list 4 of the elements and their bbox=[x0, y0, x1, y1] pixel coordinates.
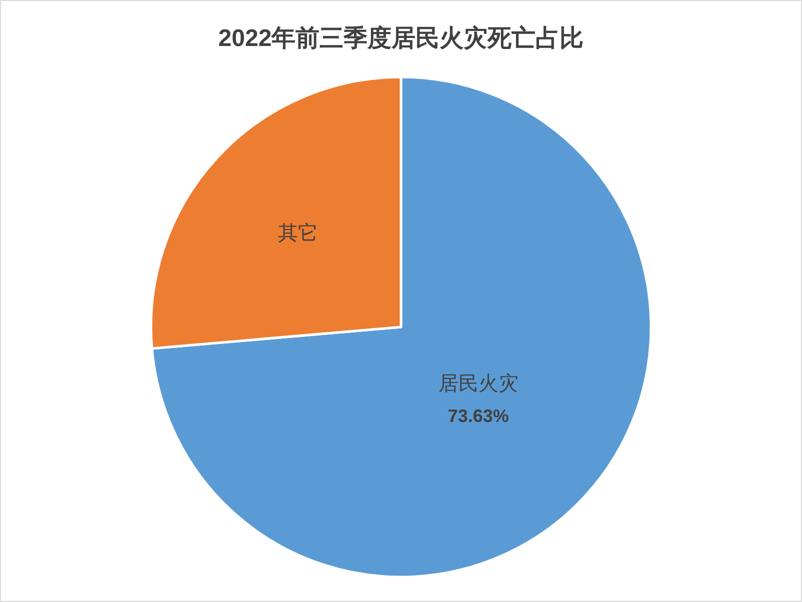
data-label: 73.63% bbox=[448, 406, 509, 426]
slice-label: 居民火灾 bbox=[438, 372, 518, 395]
chart-title: 2022年前三季度居民火灾死亡占比 bbox=[218, 24, 584, 52]
slice-label: 其它 bbox=[278, 221, 318, 244]
